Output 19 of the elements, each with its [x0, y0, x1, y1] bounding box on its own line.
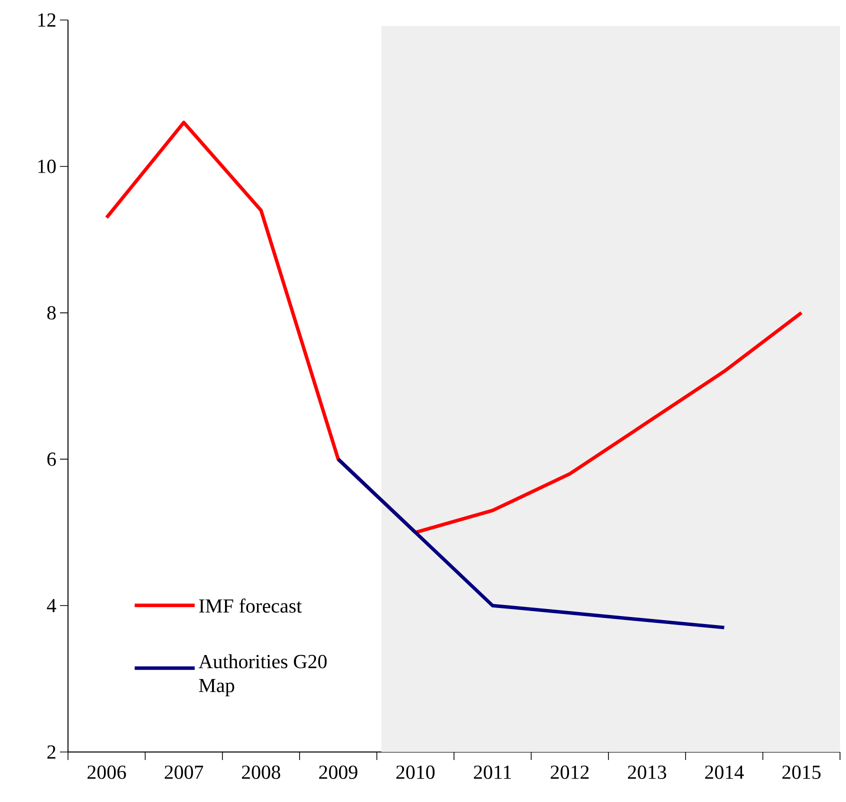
y-tick-label: 4 [46, 599, 56, 612]
x-tick-label: 2009 [319, 766, 358, 779]
x-tick-label: 2014 [705, 766, 744, 779]
y-tick-label: 12 [38, 13, 56, 27]
y-tick-label: 2 [47, 745, 56, 759]
x-tick-label: 2012 [550, 766, 589, 779]
x-tick-label: 2007 [164, 766, 204, 779]
x-tick-label: 2011 [474, 766, 511, 779]
x-tick-label: 2010 [396, 766, 435, 779]
x-tick-label: 2013 [628, 766, 666, 779]
legend-label: IMF forecast [199, 598, 302, 613]
y-tick-label: 6 [47, 452, 56, 466]
x-tick-label: 2008 [242, 766, 280, 779]
x-tick-label: 2006 [88, 766, 126, 779]
x-tick-label: 2015 [782, 766, 821, 779]
line-series [336, 457, 726, 630]
y-tick-label: 10 [38, 160, 56, 174]
legend-label: Authorities G20 Map [198, 654, 327, 696]
y-tick-label: 8 [47, 306, 56, 320]
